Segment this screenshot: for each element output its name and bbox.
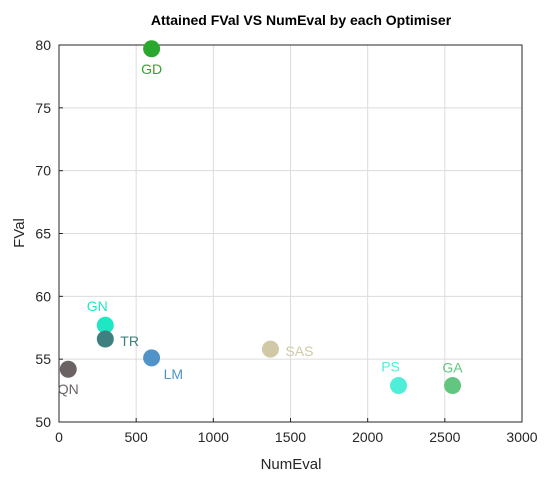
- data-points: GD GN TR QN LM SAS PS GA: [58, 40, 463, 397]
- y-tick-label: 70: [35, 163, 51, 179]
- data-point-lm: [143, 349, 161, 367]
- x-tick-label: 0: [55, 429, 63, 445]
- point-label-gn: GN: [87, 298, 108, 314]
- data-point-gd: [143, 40, 161, 58]
- point-label-ga: GA: [442, 360, 463, 376]
- x-tick-label: 1000: [198, 429, 229, 445]
- data-point-qn: [59, 360, 77, 378]
- x-tick-label: 1500: [275, 429, 306, 445]
- y-tick-label: 55: [35, 351, 51, 367]
- y-tick-label: 50: [35, 414, 51, 430]
- point-label-sas: SAS: [285, 343, 313, 359]
- chart-title: Attained FVal VS NumEval by each Optimis…: [151, 12, 452, 28]
- point-label-gd: GD: [141, 61, 162, 77]
- y-axis-label: FVal: [11, 218, 28, 248]
- data-point-gn: [96, 316, 114, 334]
- data-point-tr: [96, 330, 114, 348]
- point-label-lm: LM: [164, 366, 183, 382]
- point-label-ps: PS: [381, 359, 400, 375]
- data-point-ps: [390, 377, 408, 395]
- x-tick-label: 2500: [429, 429, 460, 445]
- point-label-tr: TR: [120, 333, 139, 349]
- data-point-ga: [444, 377, 462, 395]
- x-axis-label: NumEval: [261, 456, 322, 473]
- point-label-qn: QN: [58, 381, 79, 397]
- axis-ticks: 0 500 1000 1500 2000 2500 3000 50 55 60 65 70 75 80: [35, 37, 537, 445]
- y-tick-label: 60: [35, 288, 51, 304]
- y-tick-label: 80: [35, 37, 51, 53]
- y-tick-label: 65: [35, 226, 51, 242]
- x-tick-label: 2000: [352, 429, 383, 445]
- x-tick-label: 500: [124, 429, 148, 445]
- data-point-sas: [261, 340, 279, 358]
- y-tick-label: 75: [35, 100, 51, 116]
- x-tick-label: 3000: [506, 429, 537, 445]
